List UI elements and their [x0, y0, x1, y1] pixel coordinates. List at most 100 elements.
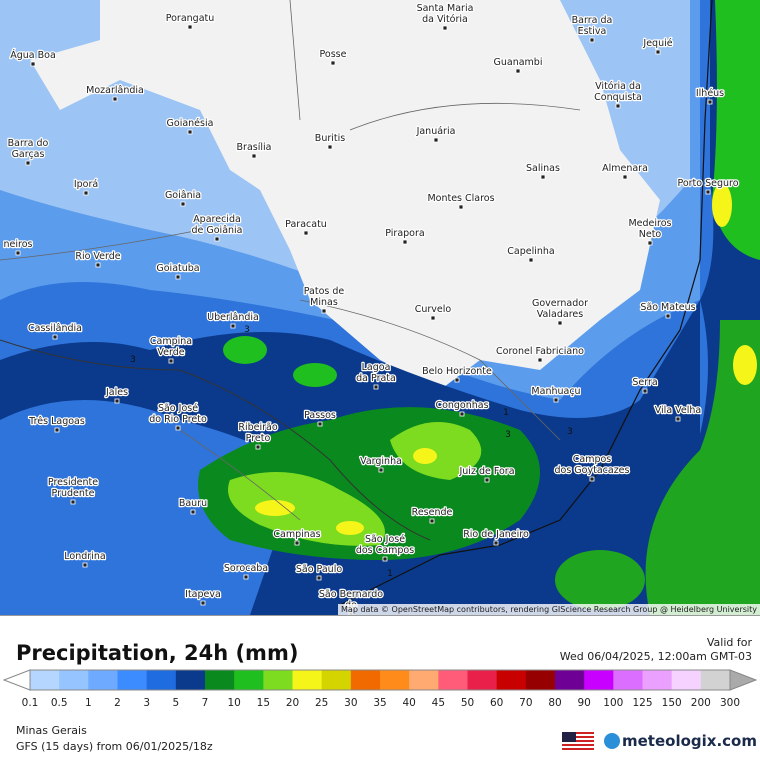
city-label: Guanambi	[494, 57, 543, 68]
brand[interactable]: meteologix.com	[622, 732, 757, 750]
city-dot	[54, 427, 60, 433]
scale-label: 15	[257, 697, 270, 709]
city-label: Garças	[12, 149, 45, 160]
city-dot	[537, 357, 543, 363]
city-label: Posse	[320, 49, 347, 60]
city-dot	[321, 308, 327, 314]
city-label: Porto Seguro	[677, 178, 738, 189]
city-dot	[589, 37, 595, 43]
scale-box	[59, 670, 89, 690]
brand-logo	[604, 733, 620, 749]
city-label: do Rio Preto	[149, 414, 207, 425]
city-label: Iporá	[74, 179, 98, 190]
city-label: Brasília	[237, 142, 272, 153]
city-dot	[378, 467, 384, 473]
city-label: Prudente	[52, 488, 95, 499]
scale-box	[321, 670, 352, 690]
city-dot	[429, 518, 435, 524]
contour-label: 3	[244, 325, 250, 335]
scale-label: 2	[114, 697, 121, 709]
city-label: dos Goytacazes	[555, 465, 630, 476]
scale-label: 45	[432, 697, 445, 709]
city-label: Varginha	[360, 456, 402, 467]
scale-label: 40	[402, 697, 415, 709]
city-label: Medeiros	[628, 218, 671, 229]
city-label: Ribeirão	[238, 422, 277, 433]
city-dot	[553, 397, 559, 403]
city-label: Londrina	[64, 551, 105, 562]
city-label: Conquista	[594, 92, 642, 103]
city-label: Campinas	[273, 529, 320, 540]
city-label: Vila Velha	[655, 405, 702, 416]
city-dot	[665, 313, 671, 319]
scale-label: 35	[373, 697, 386, 709]
city-label: Capelinha	[507, 246, 554, 257]
city-dot	[175, 425, 181, 431]
scale-label: 20	[286, 697, 299, 709]
city-dot	[589, 476, 595, 482]
scale-label: 60	[490, 697, 503, 709]
city-label: Santa Maria	[417, 3, 474, 14]
city-dot	[200, 600, 206, 606]
city-dot	[175, 274, 181, 280]
city-label: Congonhas	[435, 400, 488, 411]
city-label: Preto	[246, 433, 271, 444]
city-label: Rio Verde	[75, 251, 120, 262]
scale-label: 200	[691, 697, 711, 709]
scale-box	[380, 670, 410, 690]
scale-label: 3	[143, 697, 150, 709]
city-label: Neto	[639, 229, 662, 240]
city-dot	[459, 411, 465, 417]
city-dot	[168, 358, 174, 364]
city-label: Estiva	[578, 26, 607, 37]
city-dot	[433, 137, 439, 143]
scale-box	[700, 670, 731, 690]
city-dot	[705, 189, 711, 195]
city-dot	[557, 320, 563, 326]
scale-box	[555, 670, 585, 690]
scale-label: 25	[315, 697, 328, 709]
scale-box	[30, 670, 60, 690]
scale-label: 7	[202, 697, 209, 709]
city-label: neiros	[4, 239, 33, 250]
city-dot	[82, 562, 88, 568]
title: Precipitation, 24h (mm)	[16, 641, 298, 665]
city-dot	[442, 25, 448, 31]
city-label: Jequié	[642, 38, 672, 49]
contour-label: 1	[503, 408, 509, 418]
scale-box	[205, 670, 235, 690]
scale-box	[525, 670, 556, 690]
scale-box	[263, 670, 293, 690]
scale-box	[671, 670, 702, 690]
city-label: Goiatuba	[156, 263, 199, 274]
city-dot	[528, 257, 534, 263]
city-label: São Paulo	[296, 564, 342, 575]
city-label: Campina	[150, 336, 192, 347]
city-label: Manhuaçu	[531, 386, 580, 397]
scale-label: 0.5	[51, 697, 68, 709]
city-label: Verde	[157, 347, 184, 358]
city-dot	[112, 96, 118, 102]
scale-label: 5	[172, 697, 179, 709]
city-label: Pirapora	[385, 228, 424, 239]
scale-frame	[29, 669, 731, 691]
city-label: da Vitória	[422, 14, 468, 25]
contour-label: 3	[130, 355, 136, 365]
scale-label: 70	[519, 697, 532, 709]
scale-label: 150	[662, 697, 682, 709]
city-dot	[255, 444, 261, 450]
city-label: Itapeva	[185, 589, 221, 600]
city-dot	[214, 236, 220, 242]
city-label: Rio de Janeiro	[463, 529, 529, 540]
city-dot	[70, 499, 76, 505]
city-dot	[25, 160, 31, 166]
scale-label: 1	[85, 697, 92, 709]
city-label: Barra do	[8, 138, 49, 149]
scale-label: 100	[603, 697, 623, 709]
city-label: Coronel Fabriciano	[496, 346, 584, 357]
city-dot	[95, 262, 101, 268]
city-label: Cassilândia	[28, 323, 82, 334]
city-dot	[15, 250, 21, 256]
city-label: Valadares	[537, 309, 583, 320]
